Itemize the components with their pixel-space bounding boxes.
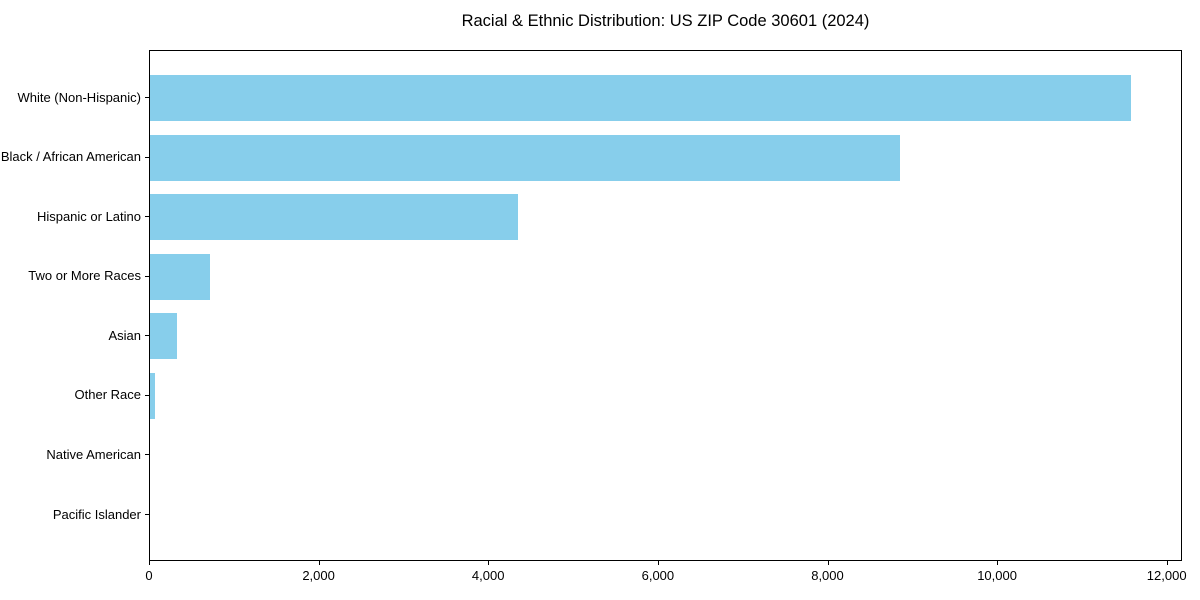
x-tick-mark-2000 — [318, 561, 320, 565]
bar-hispanic-or-latino — [150, 194, 518, 241]
y-tick-label-native-american: Native American — [46, 446, 141, 462]
x-tick-label-2000: 2,000 — [302, 568, 335, 583]
plot-area — [149, 50, 1182, 561]
y-tick-mark-white-non-hispanic — [145, 97, 149, 98]
chart-title: Racial & Ethnic Distribution: US ZIP Cod… — [461, 12, 870, 30]
y-tick-mark-black-african-american — [145, 156, 149, 158]
y-tick-mark-native-american — [145, 454, 149, 456]
y-tick-label-black-african-american: Black / African American — [0, 149, 141, 165]
x-tick-mark-8000 — [827, 561, 829, 565]
y-tick-label-other-race: Other Race — [74, 387, 141, 403]
x-tick-label-10000: 10,000 — [977, 568, 1017, 583]
bar-asian — [150, 313, 177, 360]
y-tick-label-white-non-hispanic: White (Non-Hispanic) — [17, 89, 141, 105]
bar-other-race — [150, 372, 155, 419]
bar-two-or-more-races — [150, 253, 210, 300]
bar-white-non-hispanic — [150, 75, 1131, 121]
y-tick-label-hispanic-or-latino: Hispanic or Latino — [36, 208, 141, 224]
x-tick-label-0: 0 — [145, 568, 153, 583]
bar-black-african-american — [150, 134, 900, 181]
y-tick-mark-hispanic-or-latino — [145, 216, 149, 218]
y-tick-mark-other-race — [145, 394, 149, 396]
x-tick-label-6000: 6,000 — [641, 568, 675, 583]
y-tick-label-asian: Asian — [108, 327, 141, 343]
y-tick-label-pacific-islander: Pacific Islander — [52, 506, 141, 522]
x-tick-mark-4000 — [488, 561, 490, 565]
y-tick-mark-pacific-islander — [145, 514, 149, 515]
y-tick-mark-asian — [145, 335, 149, 337]
x-tick-label-12000: 12,000 — [1146, 568, 1187, 583]
x-tick-label-8000: 8,000 — [811, 568, 844, 583]
x-tick-mark-10000 — [997, 561, 999, 565]
x-tick-mark-6000 — [657, 561, 659, 565]
x-tick-mark-12000 — [1166, 561, 1168, 565]
y-tick-label-two-or-more-races: Two or More Races — [28, 268, 141, 284]
x-tick-label-4000: 4,000 — [471, 568, 505, 583]
y-tick-mark-two-or-more-races — [145, 275, 149, 277]
x-tick-mark-0 — [149, 561, 150, 565]
